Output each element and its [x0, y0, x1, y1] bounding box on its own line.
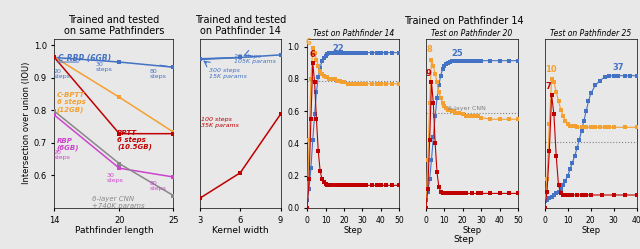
Text: 300 steps
15K params: 300 steps 15K params	[209, 68, 247, 79]
X-axis label: Step: Step	[463, 226, 481, 235]
Text: 20
steps: 20 steps	[53, 150, 70, 160]
Title: Test on Pathfinder 25: Test on Pathfinder 25	[550, 29, 632, 38]
Text: 6: 6	[305, 38, 311, 47]
Text: 25: 25	[451, 49, 463, 58]
Text: 37: 37	[612, 63, 624, 72]
Text: 6-layer CNN: 6-layer CNN	[449, 106, 486, 111]
Text: 22: 22	[333, 44, 344, 53]
Text: 20
steps: 20 steps	[53, 68, 70, 79]
X-axis label: Pathfinder length: Pathfinder length	[75, 226, 153, 235]
Text: 6: 6	[310, 50, 316, 59]
Text: Step: Step	[454, 235, 474, 244]
Title: Test on Pathfinder 14: Test on Pathfinder 14	[313, 29, 394, 38]
Y-axis label: Intersection over union (IOU): Intersection over union (IOU)	[22, 62, 31, 185]
X-axis label: Step: Step	[581, 226, 600, 235]
X-axis label: Step: Step	[344, 226, 363, 235]
Text: 30
steps: 30 steps	[106, 173, 123, 184]
Text: 7: 7	[545, 82, 551, 91]
Text: BPTT
6 steps
(10.5GB): BPTT 6 steps (10.5GB)	[117, 130, 152, 150]
Text: 30
steps: 30 steps	[95, 62, 113, 72]
Text: RBP
(6GB): RBP (6GB)	[56, 138, 79, 151]
Text: 80
steps: 80 steps	[150, 68, 166, 79]
Text: 100 steps
35K params: 100 steps 35K params	[202, 117, 239, 127]
Title: Trained and tested
on same Pathfinders: Trained and tested on same Pathfinders	[64, 15, 164, 36]
Text: 6-layer CNN
+740K params: 6-layer CNN +740K params	[92, 195, 145, 209]
Text: 9: 9	[426, 69, 431, 78]
X-axis label: Kernel width: Kernel width	[212, 226, 269, 235]
Text: Trained on Pathfinder 14: Trained on Pathfinder 14	[404, 16, 524, 26]
Text: C-RBP (6GB): C-RBP (6GB)	[58, 54, 111, 63]
Text: 10: 10	[545, 65, 556, 74]
Title: Test on Pathfinder 20: Test on Pathfinder 20	[431, 29, 513, 38]
Title: Trained and tested
on Pathfinder 14: Trained and tested on Pathfinder 14	[195, 15, 286, 36]
Text: 8: 8	[427, 45, 433, 54]
Text: 20 steps
105K params: 20 steps 105K params	[234, 54, 275, 64]
Text: C-BPTT
6 steps
(12GB): C-BPTT 6 steps (12GB)	[56, 92, 85, 113]
Text: 80
steps: 80 steps	[150, 181, 166, 191]
